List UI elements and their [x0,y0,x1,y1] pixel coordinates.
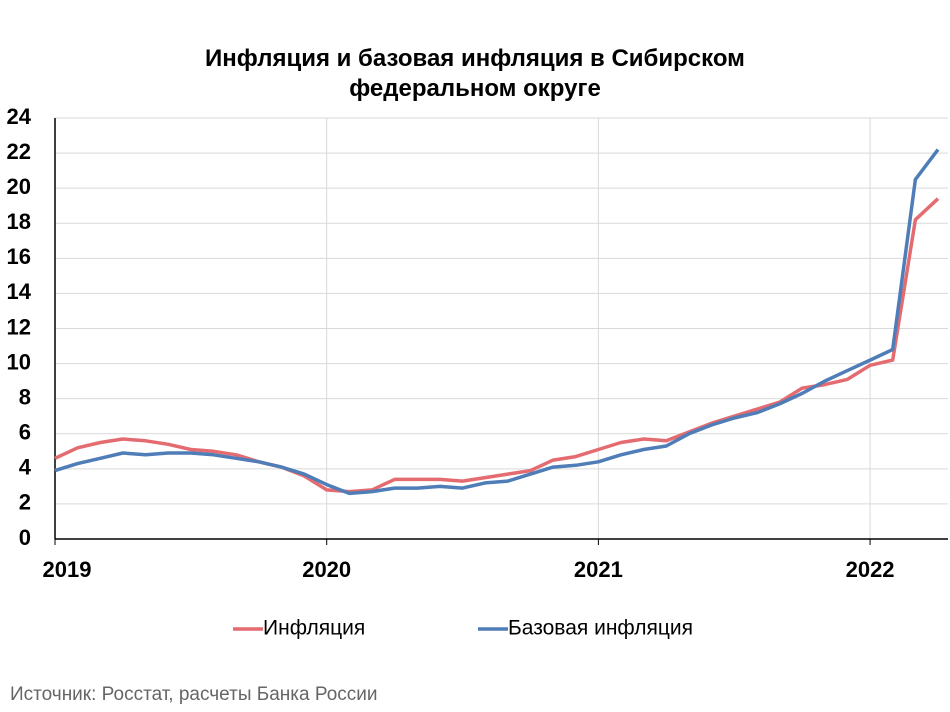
chart-title: Инфляция и базовая инфляция в Сибирском … [205,45,745,102]
line-series [54,197,940,494]
y-tick-label: 12 [7,314,31,339]
line-series [54,148,940,496]
y-tick-label: 8 [19,384,31,409]
y-tick-label: 14 [7,279,32,304]
x-tick-label: 2020 [302,557,351,582]
legend-label: Инфляция [263,617,365,640]
source-note: Источник: Росстат, расчеты Банка России [10,684,378,705]
legend-label: Базовая инфляция [508,617,693,640]
y-tick-label: 16 [7,244,31,269]
y-tick-label: 22 [7,139,31,164]
y-tick-label: 6 [19,420,31,445]
y-tick-label: 24 [7,104,32,129]
y-tick-label: 2 [19,490,31,515]
y-tick-label: 18 [7,209,31,234]
y-tick-label: 4 [19,455,32,480]
y-tick-label: 10 [7,349,31,374]
y-tick-label: 0 [19,525,31,550]
x-tick-label: 2022 [846,557,895,582]
y-tick-label: 20 [7,174,31,199]
x-tick-label: 2019 [43,557,92,582]
x-tick-label: 2021 [574,557,623,582]
